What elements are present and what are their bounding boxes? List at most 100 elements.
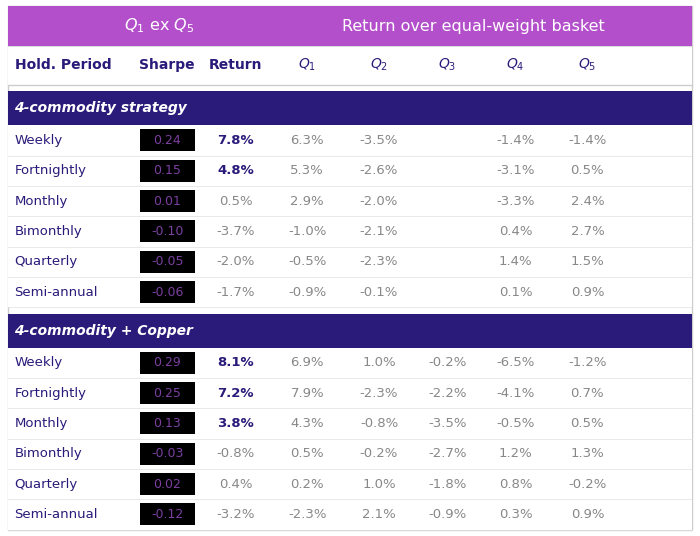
Text: -3.5%: -3.5%	[360, 134, 398, 147]
Bar	[140, 382, 195, 404]
Text: -0.2%: -0.2%	[428, 356, 466, 369]
Text: 0.01: 0.01	[153, 195, 181, 207]
Text: Bimonthly: Bimonthly	[15, 447, 83, 460]
Bar	[140, 220, 195, 242]
Text: 6.9%: 6.9%	[290, 356, 324, 369]
Text: 0.9%: 0.9%	[570, 508, 604, 521]
Text: 1.0%: 1.0%	[362, 356, 396, 369]
Text: $Q_2$: $Q_2$	[370, 57, 388, 73]
Bar	[140, 129, 195, 151]
Text: $Q_1$: $Q_1$	[298, 57, 316, 73]
Bar	[8, 314, 692, 347]
Text: 0.15: 0.15	[153, 164, 181, 177]
Text: 0.5%: 0.5%	[219, 195, 253, 207]
Text: -1.2%: -1.2%	[568, 356, 607, 369]
Bar	[140, 160, 195, 182]
Bar	[8, 378, 692, 408]
Text: 0.9%: 0.9%	[570, 286, 604, 299]
Bar	[140, 352, 195, 374]
Text: 0.25: 0.25	[153, 386, 181, 399]
Text: 7.2%: 7.2%	[217, 386, 254, 399]
Text: Semi-annual: Semi-annual	[15, 286, 98, 299]
Text: Weekly: Weekly	[15, 134, 63, 147]
Text: -3.5%: -3.5%	[428, 417, 467, 430]
Bar	[8, 91, 692, 125]
Text: Semi-annual: Semi-annual	[15, 508, 98, 521]
Text: Monthly: Monthly	[15, 417, 68, 430]
Text: -0.5%: -0.5%	[288, 255, 326, 268]
Text: 4-commodity + Copper: 4-commodity + Copper	[14, 324, 193, 338]
Text: -2.2%: -2.2%	[428, 386, 467, 399]
Text: -0.8%: -0.8%	[216, 447, 255, 460]
Text: -0.10: -0.10	[151, 225, 183, 238]
Text: Bimonthly: Bimonthly	[15, 225, 83, 238]
Text: 0.29: 0.29	[153, 356, 181, 369]
Text: -0.2%: -0.2%	[568, 478, 607, 490]
Bar	[140, 503, 195, 525]
Text: 1.5%: 1.5%	[570, 255, 604, 268]
Bar	[140, 190, 195, 212]
Text: 0.13: 0.13	[153, 417, 181, 430]
Text: 1.0%: 1.0%	[362, 478, 396, 490]
Text: -0.12: -0.12	[151, 508, 183, 521]
Bar	[8, 186, 692, 216]
Text: -2.3%: -2.3%	[360, 255, 398, 268]
Bar	[8, 216, 692, 247]
Text: 6.3%: 6.3%	[290, 134, 324, 147]
Text: 7.9%: 7.9%	[290, 386, 324, 399]
Text: $Q_4$: $Q_4$	[506, 57, 525, 73]
Text: 0.5%: 0.5%	[570, 417, 604, 430]
Text: 1.3%: 1.3%	[570, 447, 604, 460]
Text: $Q_1$ ex $Q_5$: $Q_1$ ex $Q_5$	[124, 17, 194, 35]
Text: -2.3%: -2.3%	[288, 508, 326, 521]
Text: -0.9%: -0.9%	[288, 286, 326, 299]
Text: Sharpe: Sharpe	[139, 58, 195, 72]
Text: Fortnightly: Fortnightly	[15, 164, 87, 177]
Bar	[140, 443, 195, 465]
Text: -3.1%: -3.1%	[496, 164, 535, 177]
Text: -1.4%: -1.4%	[568, 134, 607, 147]
Text: 4.3%: 4.3%	[290, 417, 324, 430]
Bar	[140, 473, 195, 495]
Text: 3.8%: 3.8%	[217, 417, 254, 430]
Text: 8.1%: 8.1%	[217, 356, 254, 369]
Text: Weekly: Weekly	[15, 356, 63, 369]
Text: -2.0%: -2.0%	[360, 195, 398, 207]
Text: 0.7%: 0.7%	[570, 386, 604, 399]
Text: 2.9%: 2.9%	[290, 195, 324, 207]
Bar	[8, 438, 692, 469]
Text: -0.1%: -0.1%	[360, 286, 398, 299]
Text: Return: Return	[209, 58, 262, 72]
Text: -3.7%: -3.7%	[216, 225, 255, 238]
Text: -0.2%: -0.2%	[360, 447, 398, 460]
Text: 4-commodity strategy: 4-commodity strategy	[14, 101, 187, 115]
Text: -0.05: -0.05	[151, 255, 183, 268]
Text: -2.1%: -2.1%	[360, 225, 398, 238]
Bar	[140, 251, 195, 273]
Text: -1.7%: -1.7%	[216, 286, 255, 299]
Bar	[8, 46, 692, 85]
Bar	[8, 408, 692, 438]
Text: -1.8%: -1.8%	[428, 478, 466, 490]
Bar	[140, 412, 195, 434]
Text: -0.8%: -0.8%	[360, 417, 398, 430]
Text: 0.5%: 0.5%	[570, 164, 604, 177]
Bar	[8, 155, 692, 186]
Bar	[8, 277, 692, 307]
Text: 4.8%: 4.8%	[217, 164, 254, 177]
Bar	[8, 499, 692, 530]
Text: -1.0%: -1.0%	[288, 225, 326, 238]
Text: -0.03: -0.03	[151, 447, 183, 460]
Bar	[8, 6, 692, 46]
Text: -1.4%: -1.4%	[496, 134, 535, 147]
Bar	[140, 281, 195, 303]
Bar	[8, 247, 692, 277]
Text: 0.1%: 0.1%	[499, 286, 533, 299]
Text: Quarterly: Quarterly	[15, 255, 78, 268]
Text: 2.1%: 2.1%	[362, 508, 396, 521]
Bar	[8, 469, 692, 499]
Text: 0.2%: 0.2%	[290, 478, 324, 490]
Text: 0.4%: 0.4%	[499, 225, 533, 238]
Text: 7.8%: 7.8%	[217, 134, 254, 147]
Text: 2.7%: 2.7%	[570, 225, 604, 238]
